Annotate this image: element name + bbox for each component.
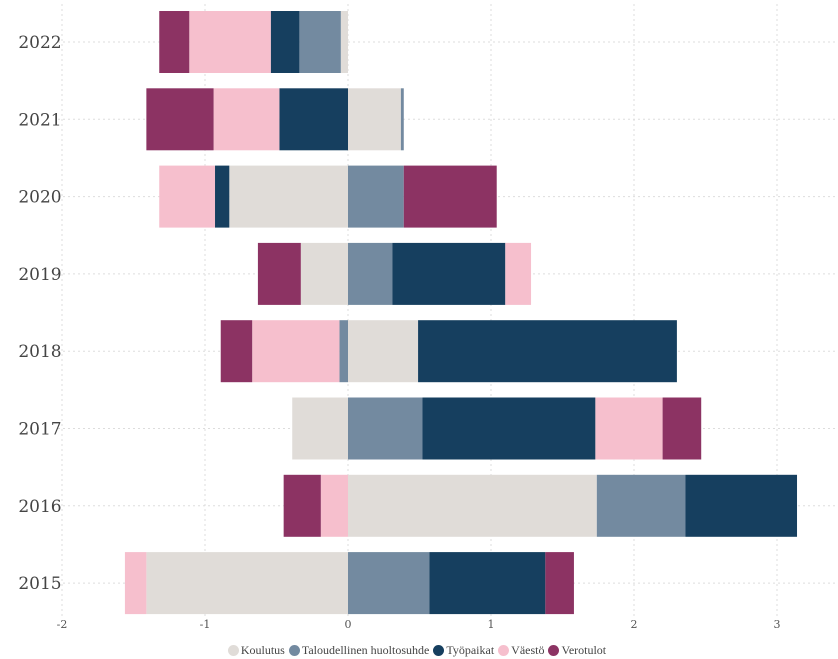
stacked-bar-chart: 2022 2021 2020 2019 2018 2017 2016 2015 -2 -1 0 1 2…: [18, 4, 838, 631]
legend-item[interactable]: Työpaikat: [433, 643, 494, 658]
legend-label: Taloudellinen huoltosuhde: [301, 643, 430, 657]
bar-2022-taloudellinen-huoltosuhde[interactable]: [299, 11, 341, 73]
bar-2015-koulutus[interactable]: [146, 552, 348, 615]
bar-2021-väestö[interactable]: [213, 88, 280, 151]
bar-2016-koulutus[interactable]: [348, 474, 597, 537]
bar-2016-väestö[interactable]: [320, 474, 348, 537]
bar-2017-taloudellinen-huoltosuhde[interactable]: [348, 397, 423, 460]
legend-item[interactable]: Koulutus: [227, 643, 285, 658]
legend-label: Työpaikat: [446, 643, 495, 657]
bar-2022-verotulot[interactable]: [159, 11, 190, 73]
legend-swatch: [433, 645, 445, 656]
bar-2015-työpaikat[interactable]: [429, 552, 546, 615]
bar-2018-väestö[interactable]: [252, 320, 340, 383]
y-tick-label: 2015: [18, 574, 61, 594]
y-tick-label: 2019: [18, 265, 61, 285]
bar-2019-koulutus[interactable]: [300, 242, 348, 305]
bar-2019-verotulot[interactable]: [257, 242, 301, 305]
y-tick-label: 2021: [18, 110, 61, 130]
bar-2022-väestö[interactable]: [189, 11, 271, 73]
bar-2018-koulutus[interactable]: [348, 320, 419, 383]
bar-2022-koulutus[interactable]: [340, 11, 348, 73]
bar-2016-verotulot[interactable]: [283, 474, 321, 537]
legend-label: Verotulot: [561, 643, 607, 657]
legend-item[interactable]: Verotulot: [548, 643, 606, 658]
x-tick-label: 2: [631, 618, 638, 631]
bar-2018-työpaikat[interactable]: [418, 320, 677, 383]
bar-2019-väestö[interactable]: [505, 242, 532, 305]
bar-2020-koulutus[interactable]: [229, 165, 348, 228]
bars: [124, 11, 798, 615]
bar-2021-taloudellinen-huoltosuhde[interactable]: [400, 88, 404, 151]
legend-item[interactable]: Taloudellinen huoltosuhde: [288, 643, 430, 658]
x-tick-label: -2: [57, 618, 68, 631]
legend-swatch: [548, 645, 560, 656]
bar-2016-taloudellinen-huoltosuhde[interactable]: [596, 474, 686, 537]
bar-2019-työpaikat[interactable]: [392, 242, 506, 305]
x-axis-labels: -2 -1 0 1 2 3: [57, 618, 781, 631]
bar-2019-taloudellinen-huoltosuhde[interactable]: [348, 242, 393, 305]
x-tick-label: 1: [488, 618, 495, 631]
y-tick-label: 2016: [18, 497, 61, 517]
bar-2020-väestö[interactable]: [159, 165, 216, 228]
bar-2015-verotulot[interactable]: [545, 552, 574, 615]
bar-2020-työpaikat[interactable]: [215, 165, 230, 228]
bar-2021-verotulot[interactable]: [146, 88, 214, 151]
bar-2017-väestö[interactable]: [595, 397, 663, 460]
bar-2020-taloudellinen-huoltosuhde[interactable]: [348, 165, 404, 228]
y-tick-label: 2017: [18, 420, 61, 440]
legend-swatch: [288, 645, 300, 656]
y-tick-label: 2018: [18, 342, 61, 362]
bar-2017-työpaikat[interactable]: [422, 397, 596, 460]
legend-label: Koulutus: [240, 643, 285, 657]
x-tick-label: -1: [200, 618, 211, 631]
bar-2017-verotulot[interactable]: [662, 397, 702, 460]
bar-2015-väestö[interactable]: [124, 552, 147, 615]
bar-2018-taloudellinen-huoltosuhde[interactable]: [339, 320, 348, 383]
bar-2018-verotulot[interactable]: [220, 320, 253, 383]
legend-swatch: [498, 645, 510, 656]
bar-2021-koulutus[interactable]: [348, 88, 401, 151]
y-tick-label: 2020: [18, 188, 61, 208]
legend-item[interactable]: Väestö: [498, 643, 544, 658]
legend-label: Väestö: [511, 643, 545, 657]
bar-2017-koulutus[interactable]: [292, 397, 348, 460]
bar-2020-verotulot[interactable]: [403, 165, 497, 228]
legend: Koulutus Taloudellinen huoltosuhde Työpaik…: [0, 643, 838, 658]
bar-2016-työpaikat[interactable]: [685, 474, 798, 537]
x-tick-label: 0: [345, 618, 352, 631]
bar-2021-työpaikat[interactable]: [279, 88, 348, 151]
bar-2015-taloudellinen-huoltosuhde[interactable]: [348, 552, 430, 615]
y-axis-labels: 2022 2021 2020 2019 2018 2017 2016 2015: [18, 33, 61, 594]
bar-2022-työpaikat[interactable]: [270, 11, 300, 73]
legend-swatch: [227, 645, 239, 656]
y-tick-label: 2022: [18, 33, 61, 53]
x-tick-label: 3: [774, 618, 781, 631]
